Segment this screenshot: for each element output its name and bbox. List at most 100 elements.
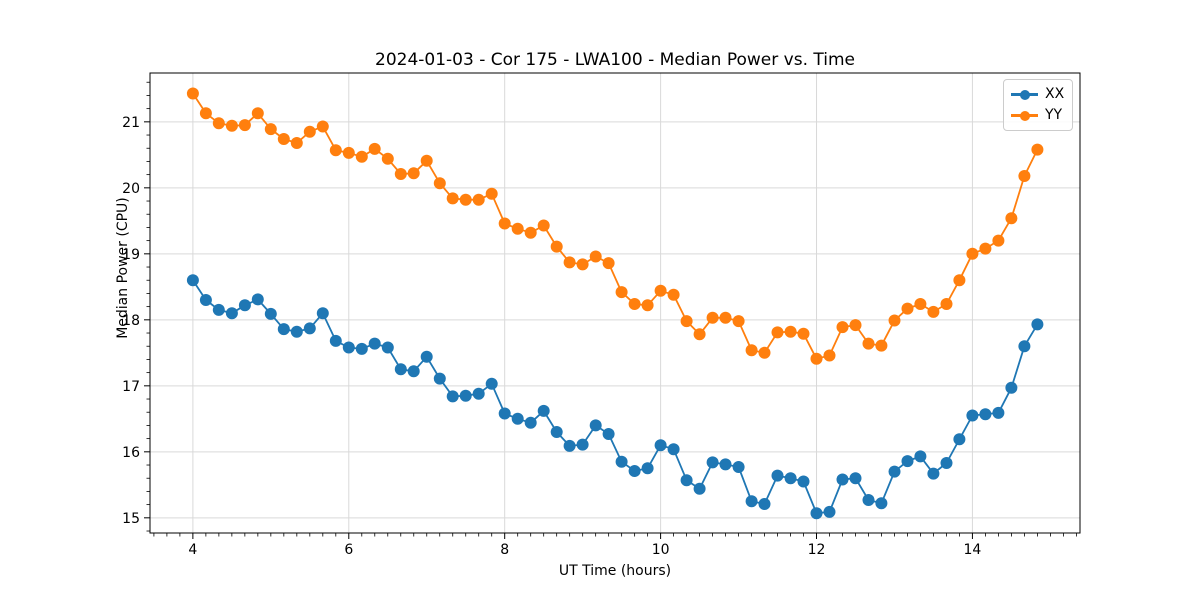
data-point-xx — [875, 497, 888, 510]
data-point-xx — [1031, 318, 1044, 331]
data-point-yy — [576, 258, 589, 271]
y-tick-label: 18 — [122, 313, 140, 329]
data-point-yy — [212, 117, 225, 130]
y-tick-label: 16 — [122, 445, 140, 461]
data-point-yy — [498, 217, 511, 230]
data-point-xx — [550, 426, 563, 438]
data-point-xx — [901, 455, 914, 468]
data-point-yy — [719, 311, 732, 324]
data-point-xx — [966, 409, 979, 422]
data-point-yy — [992, 234, 1005, 247]
data-point-yy — [511, 222, 524, 235]
data-point-xx — [225, 307, 238, 320]
data-point-xx — [654, 439, 667, 452]
data-point-yy — [251, 107, 264, 120]
data-point-xx — [303, 322, 316, 335]
data-point-xx — [927, 467, 940, 480]
data-point-xx — [368, 337, 381, 350]
data-point-yy — [381, 152, 394, 165]
data-point-yy — [836, 321, 849, 334]
data-point-yy — [186, 87, 199, 100]
legend-label-xx: XX — [1045, 86, 1065, 102]
data-point-xx — [576, 438, 589, 451]
data-point-yy — [329, 144, 342, 157]
legend-item-xx: XX — [1011, 84, 1064, 105]
data-point-yy — [420, 154, 433, 167]
data-point-yy — [1005, 212, 1018, 225]
series-line-yy — [192, 93, 1039, 360]
data-point-yy — [238, 119, 251, 132]
data-point-yy — [888, 314, 901, 327]
data-point-yy — [810, 352, 823, 365]
data-point-xx — [836, 473, 849, 486]
x-axis-label: UT Time (hours) — [558, 563, 672, 579]
data-point-xx — [797, 475, 810, 488]
data-point-yy — [914, 298, 927, 310]
data-point-yy — [433, 177, 446, 190]
data-point-yy — [446, 192, 459, 205]
data-point-xx — [615, 455, 628, 468]
data-point-yy — [849, 319, 862, 332]
data-point-xx — [745, 495, 758, 508]
data-point-yy — [472, 193, 485, 206]
data-point-yy — [589, 250, 602, 263]
data-point-yy — [927, 305, 940, 318]
data-point-yy — [199, 107, 212, 120]
data-point-xx — [186, 274, 199, 287]
y-tick-label: 19 — [122, 247, 140, 263]
data-point-yy — [875, 339, 888, 352]
data-point-xx — [914, 450, 927, 463]
data-point-yy — [641, 299, 654, 312]
data-point-xx — [290, 325, 303, 338]
data-point-xx — [511, 412, 524, 425]
data-point-yy — [264, 123, 277, 136]
data-point-yy — [745, 344, 758, 357]
data-point-xx — [940, 457, 953, 469]
data-point-xx — [355, 342, 368, 355]
data-point-yy — [277, 133, 290, 145]
data-point-xx — [433, 372, 446, 385]
y-tick-label: 21 — [122, 115, 140, 131]
data-point-xx — [199, 294, 212, 306]
x-tick-label: 14 — [964, 542, 982, 558]
data-point-xx — [732, 461, 745, 473]
data-point-xx — [563, 439, 576, 452]
x-tick-label: 4 — [188, 542, 197, 558]
data-point-yy — [537, 219, 550, 232]
data-point-yy — [732, 315, 745, 328]
data-point-yy — [706, 311, 719, 324]
data-point-yy — [901, 302, 914, 315]
data-point-yy — [303, 125, 316, 138]
chart-title: 2024-01-03 - Cor 175 - LWA100 - Median P… — [375, 50, 855, 70]
data-point-yy — [823, 349, 836, 362]
y-tick-label: 15 — [122, 511, 140, 527]
data-point-yy — [784, 325, 797, 338]
data-point-yy — [368, 142, 381, 155]
data-point-yy — [602, 257, 615, 270]
data-point-xx — [810, 507, 823, 520]
data-point-yy — [524, 226, 537, 239]
legend-item-yy: YY — [1011, 105, 1064, 126]
data-point-yy — [394, 168, 407, 180]
data-point-xx — [394, 363, 407, 376]
data-point-yy — [485, 187, 498, 200]
data-point-yy — [342, 146, 355, 159]
data-point-yy — [316, 120, 329, 133]
data-point-yy — [407, 167, 420, 180]
data-point-yy — [771, 326, 784, 339]
data-point-xx — [446, 390, 459, 403]
data-point-yy — [797, 327, 810, 340]
data-point-xx — [628, 465, 641, 477]
data-point-yy — [459, 193, 472, 206]
plot-border — [149, 72, 1081, 534]
data-point-yy — [693, 328, 706, 341]
data-point-xx — [251, 293, 264, 306]
data-point-yy — [1018, 170, 1031, 182]
data-point-yy — [550, 240, 563, 253]
data-point-yy — [1031, 143, 1044, 156]
x-tick-label: 8 — [500, 542, 509, 558]
data-point-xx — [537, 404, 550, 417]
data-point-yy — [563, 256, 576, 269]
data-point-xx — [888, 465, 901, 478]
